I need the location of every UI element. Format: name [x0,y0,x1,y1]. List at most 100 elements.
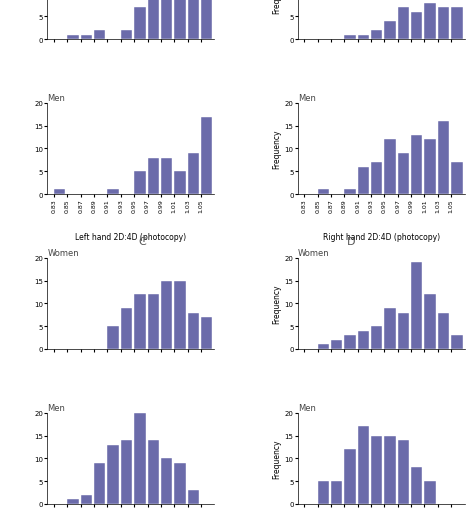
Bar [345,190,356,194]
Bar [371,436,383,504]
Bar [121,31,132,40]
Bar [425,295,436,349]
Bar [161,158,172,194]
Bar [134,413,146,504]
Bar [308,190,319,194]
Bar [228,345,239,349]
Text: Women: Women [47,248,79,258]
Bar [398,440,409,504]
Bar [345,335,356,349]
Bar [174,0,185,40]
Bar [451,335,463,349]
Bar [318,190,329,194]
Text: C: C [138,237,146,247]
Bar [121,308,132,349]
Bar [254,163,265,194]
Bar [281,181,292,194]
Text: Men: Men [298,94,316,103]
Bar [268,345,279,349]
Bar [188,154,199,194]
Bar [371,31,383,40]
Y-axis label: Frequency: Frequency [273,0,282,14]
Bar [214,4,226,40]
Text: Men: Men [47,94,65,103]
Bar [398,154,409,194]
X-axis label: Right hand 2D:4D (photocopy): Right hand 2D:4D (photocopy) [322,232,440,241]
Bar [161,281,172,349]
Bar [384,308,396,349]
Bar [465,340,474,349]
Bar [384,436,396,504]
Bar [411,135,422,194]
Bar [398,313,409,349]
Bar [241,154,252,194]
Bar [67,36,79,40]
Bar [384,140,396,194]
Bar [398,8,409,40]
Bar [438,313,449,349]
Bar [321,36,332,40]
Bar [331,340,342,349]
Bar [358,427,369,504]
Bar [174,281,185,349]
Bar [241,22,252,40]
Bar [371,163,383,194]
Bar [228,145,239,194]
Bar [438,122,449,194]
Bar [174,172,185,194]
Bar [201,0,212,40]
Bar [451,163,463,194]
Text: Men: Men [298,403,316,412]
Bar [268,36,279,40]
Bar [425,481,436,504]
Bar [345,449,356,504]
Bar [254,36,265,40]
Bar [318,481,329,504]
Bar [358,167,369,194]
Bar [161,459,172,504]
Bar [188,0,199,40]
Bar [201,118,212,194]
Bar [134,8,146,40]
Bar [438,8,449,40]
Y-axis label: Frequency: Frequency [273,129,282,169]
Bar [108,190,119,194]
Bar [321,190,332,194]
Bar [451,8,463,40]
Bar [174,463,185,504]
Bar [411,468,422,504]
Bar [161,0,172,40]
Bar [268,181,279,194]
Bar [108,445,119,504]
Bar [147,0,159,40]
Y-axis label: Frequency: Frequency [273,284,282,324]
Bar [318,345,329,349]
Bar [94,31,105,40]
Bar [358,36,369,40]
Bar [425,4,436,40]
Text: Women: Women [298,248,329,258]
Bar [358,331,369,349]
Bar [214,145,226,194]
Bar [214,331,226,349]
Bar [134,295,146,349]
Bar [121,440,132,504]
Y-axis label: Frequency: Frequency [273,439,282,478]
Bar [384,22,396,40]
Bar [465,172,474,194]
Bar [201,318,212,349]
Bar [371,327,383,349]
Bar [147,295,159,349]
Bar [411,263,422,349]
Text: Men: Men [47,403,65,412]
Bar [67,499,79,504]
Bar [81,36,92,40]
Bar [94,463,105,504]
Bar [425,140,436,194]
X-axis label: Left hand 2D:4D (photocopy): Left hand 2D:4D (photocopy) [75,232,186,241]
Bar [411,13,422,40]
Bar [465,0,474,40]
Bar [331,481,342,504]
Bar [108,327,119,349]
Bar [134,172,146,194]
